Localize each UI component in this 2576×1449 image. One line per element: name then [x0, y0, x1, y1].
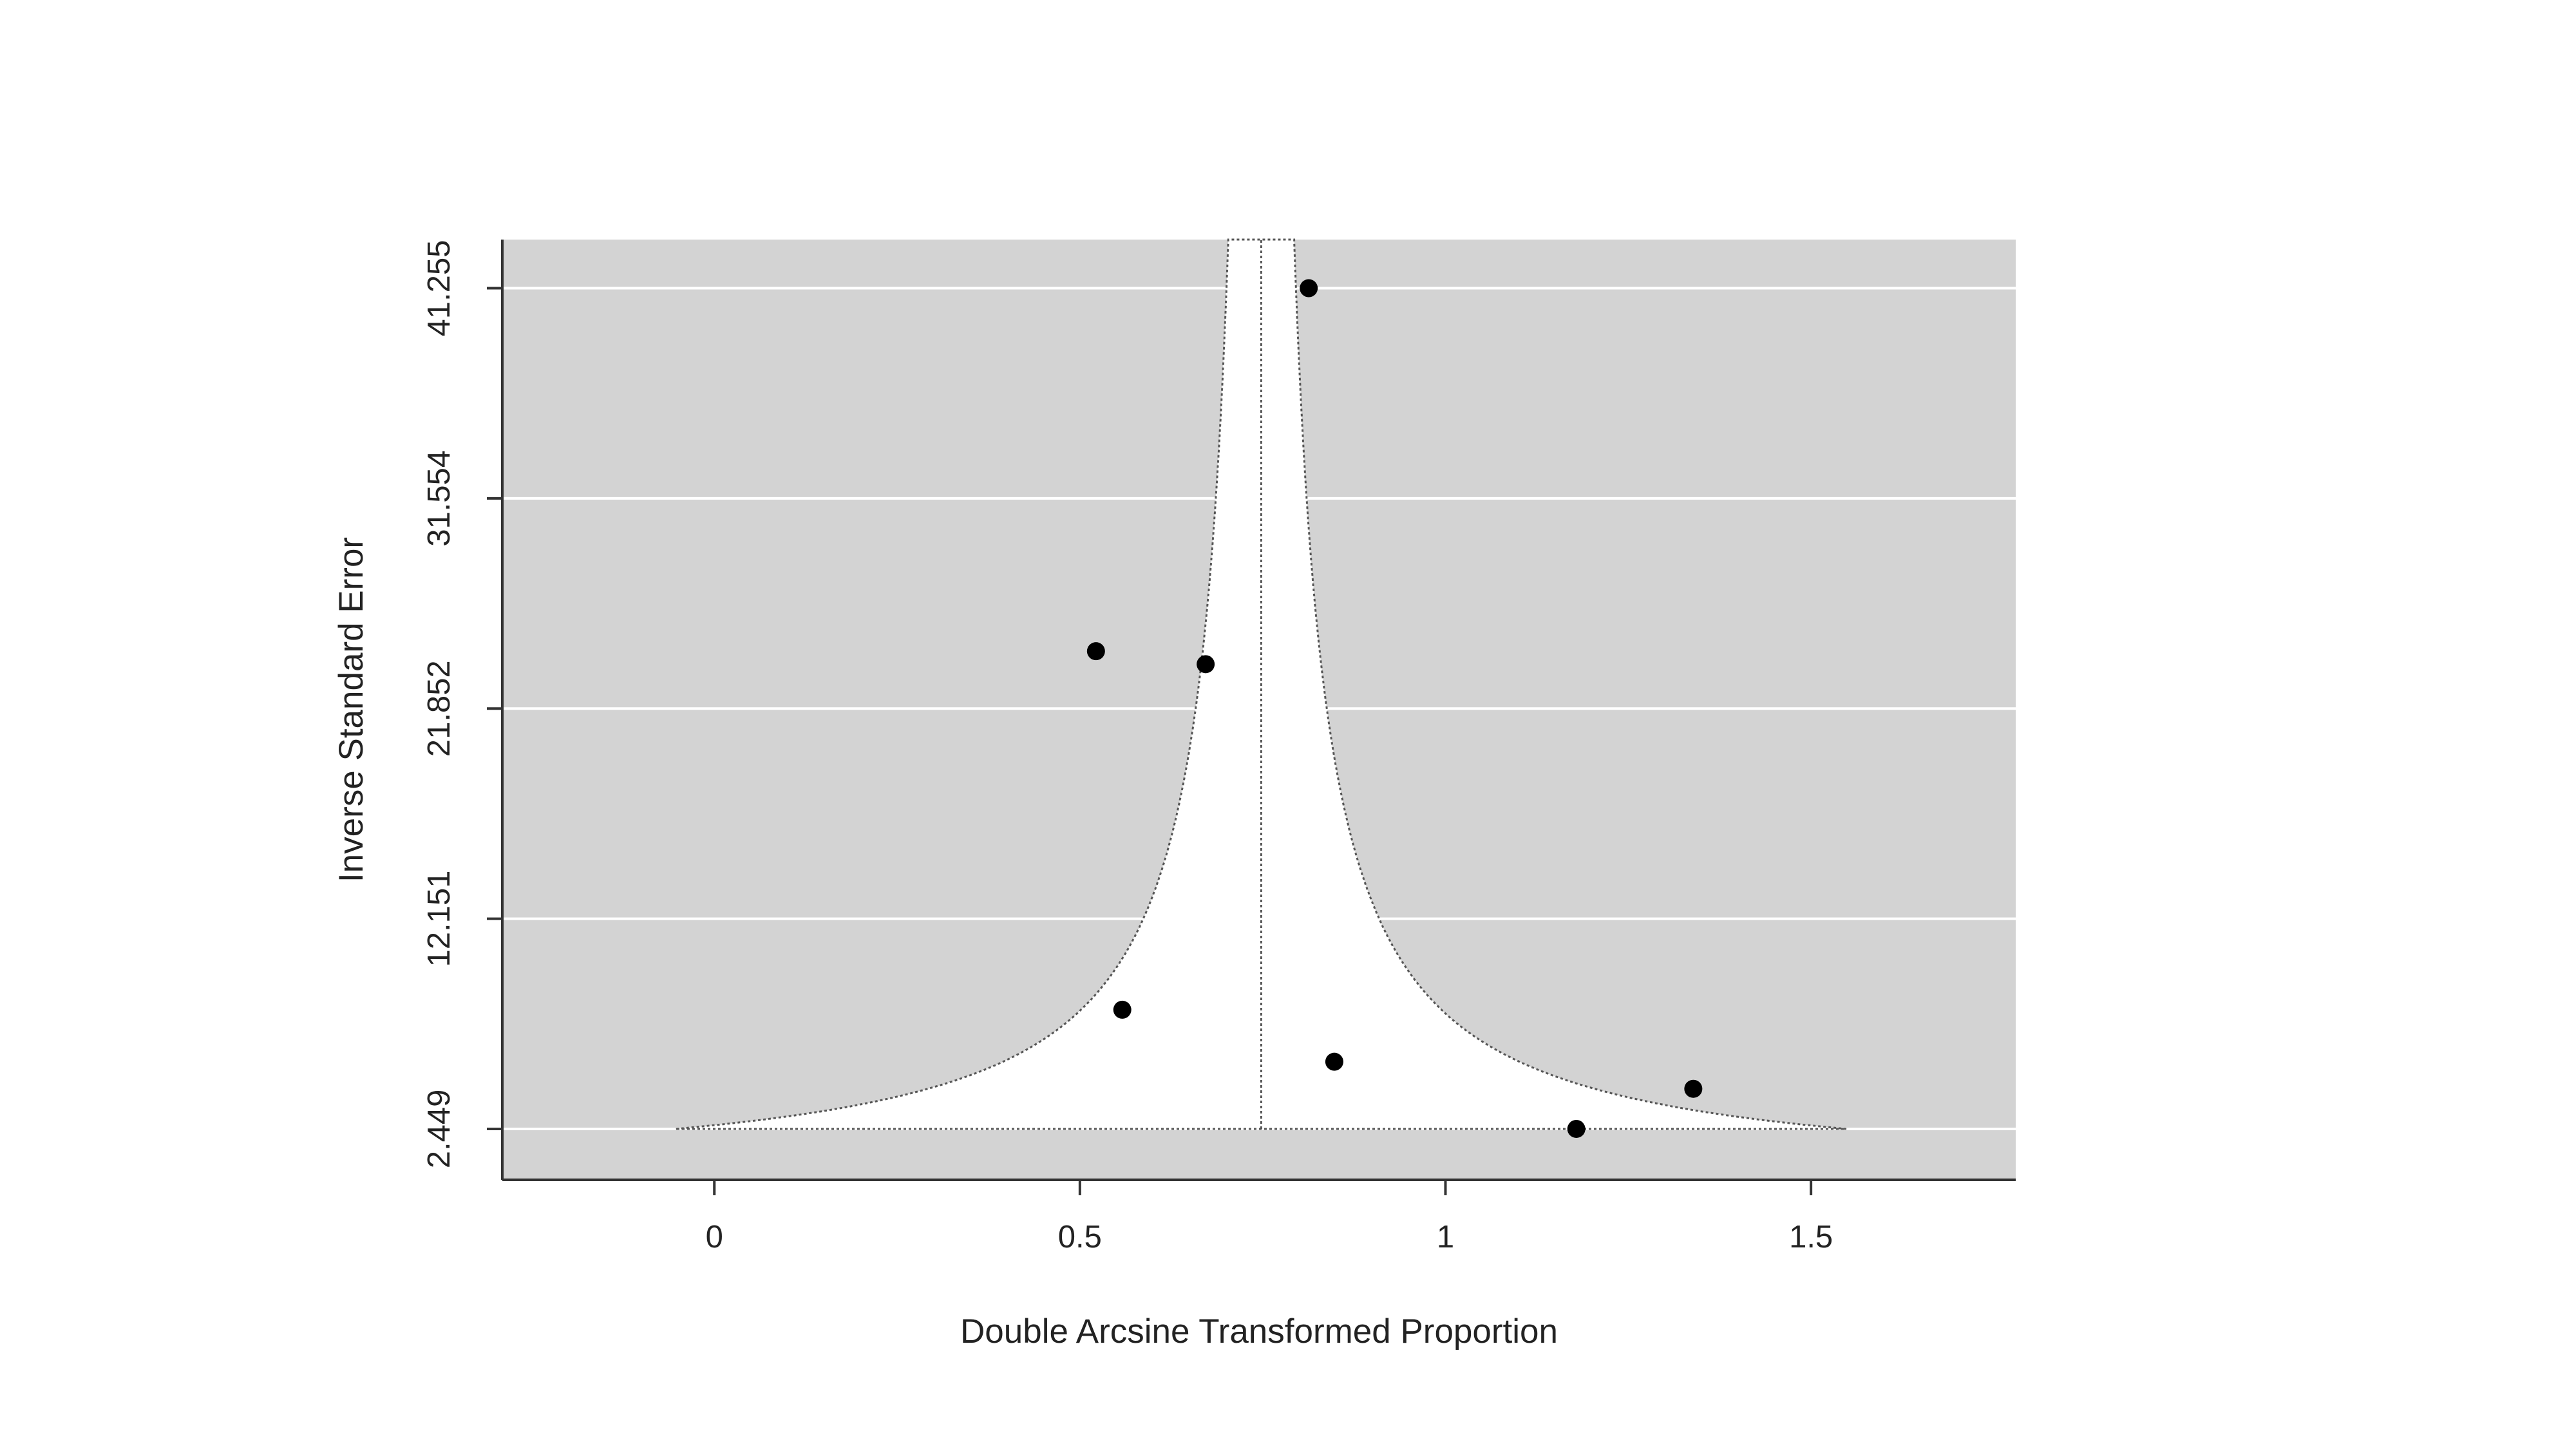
- y-tick-label-1: 12.151: [422, 871, 457, 967]
- data-point-0: [1300, 279, 1318, 298]
- data-point-5: [1684, 1079, 1703, 1098]
- data-points: [1086, 279, 1703, 1138]
- x-axis: 0 0.5 1 1.5: [502, 1179, 2016, 1255]
- x-tick-label-0: 0: [706, 1220, 723, 1255]
- y-tick-label-4: 41.255: [422, 240, 457, 337]
- y-axis: 2.449 12.151 21.852 31.554 41.255: [422, 240, 504, 1180]
- y-axis-title: Inverse Standard Error: [332, 537, 370, 882]
- y-tick-label-3: 31.554: [422, 450, 457, 547]
- x-tick-label-1: 0.5: [1058, 1220, 1102, 1255]
- data-point-3: [1113, 1000, 1132, 1019]
- x-tick-label-3: 1.5: [1789, 1220, 1833, 1255]
- data-point-6: [1567, 1119, 1586, 1138]
- data-point-2: [1197, 655, 1215, 674]
- data-point-1: [1086, 642, 1105, 661]
- x-tick-label-2: 1: [1437, 1220, 1454, 1255]
- x-axis-title: Double Arcsine Transformed Proportion: [960, 1312, 1558, 1350]
- y-tick-label-0: 2.449: [422, 1090, 457, 1169]
- y-tick-label-2: 21.852: [422, 660, 457, 757]
- data-point-4: [1325, 1052, 1343, 1071]
